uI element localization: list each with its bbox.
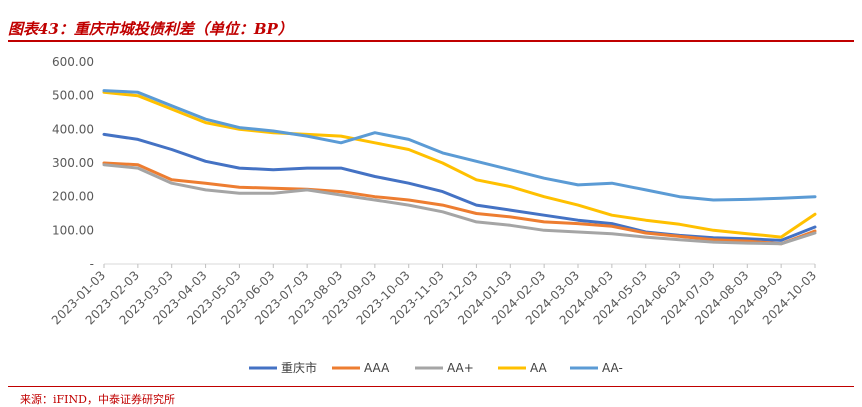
figure-title: 图表43：重庆市城投债利差（单位：BP）	[8, 20, 293, 38]
series-line-3	[102, 90, 817, 239]
legend-label: AA	[530, 361, 548, 375]
legend-label: AA+	[447, 361, 474, 375]
y-tick-label: 600.00	[52, 55, 94, 69]
y-tick-label: 300.00	[52, 156, 94, 170]
legend-label: AAA	[364, 361, 390, 375]
y-tick-label: 500.00	[52, 89, 94, 103]
figure-title-bar: 图表43：重庆市城投债利差（单位：BP）	[8, 4, 854, 42]
legend: 重庆市 AAA AA+ AA AA-	[249, 360, 623, 375]
x-axis: 2023-01-032023-02-032023-03-032023-04-03…	[49, 263, 819, 327]
line-chart: - 100.00 200.00 300.00 400.00 500.00 600.00 20…	[49, 55, 819, 375]
y-tick-label: 100.00	[52, 223, 94, 237]
y-axis: - 100.00 200.00 300.00 400.00 500.00 600.00	[52, 55, 94, 271]
series-line-1	[102, 161, 817, 246]
source-bar: 来源：iFIND，中泰证券研究所	[8, 386, 854, 407]
series-line-2	[102, 163, 817, 246]
source-note: 来源：iFIND，中泰证券研究所	[20, 393, 175, 406]
series-line-0	[102, 132, 817, 242]
y-tick-label: -	[90, 257, 94, 271]
legend-label: 重庆市	[281, 360, 317, 375]
y-tick-label: 400.00	[52, 122, 94, 136]
series-line-4	[102, 89, 817, 202]
legend-label: AA-	[602, 361, 623, 375]
y-tick-label: 200.00	[52, 190, 94, 204]
series-lines	[102, 89, 817, 246]
